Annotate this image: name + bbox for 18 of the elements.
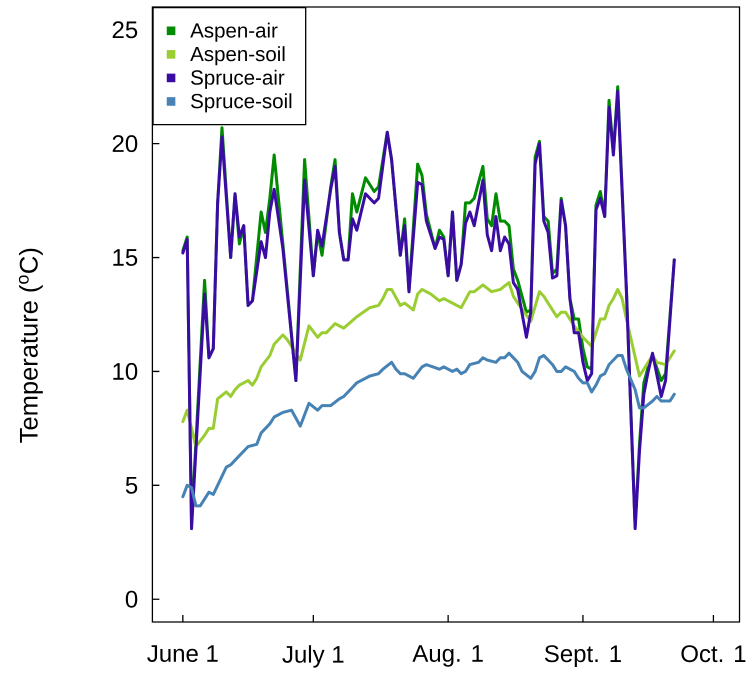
legend-label: Aspen-air	[190, 22, 278, 42]
y-tick-label: 10	[113, 362, 138, 380]
x-tick-label: Oct. 1	[681, 645, 746, 662]
x-tick-label: July 1	[282, 645, 344, 668]
line-series	[181, 352, 676, 508]
legend-label: Spruce-soil	[191, 93, 292, 112]
y-tick-label: 15	[113, 249, 138, 266]
legend-label: Spruce-air	[191, 70, 284, 89]
line-series	[181, 281, 676, 448]
y-tick-label: 20	[112, 135, 138, 152]
x-tick-label: Sept. 1	[544, 645, 621, 667]
x-tick-label: Aug. 1	[412, 645, 483, 667]
legend-label: Aspen-soil	[190, 46, 284, 66]
y-tick-label: 0	[126, 590, 138, 608]
x-tick-label: June 1	[147, 645, 218, 662]
y-tick-label: 25	[112, 21, 138, 38]
y-axis-title: Temperature ($^{o}$C)	[18, 248, 43, 443]
y-tick-label: 5	[126, 476, 138, 494]
